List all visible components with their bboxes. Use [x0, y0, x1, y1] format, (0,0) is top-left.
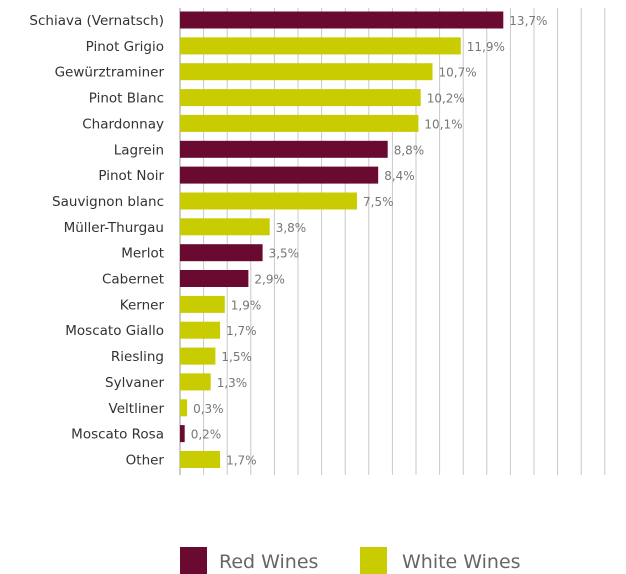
chart-bars	[180, 11, 504, 468]
category-label-5: Lagrein	[114, 142, 164, 158]
category-label-10: Cabernet	[102, 272, 164, 288]
chart-legend: Red Wines White Wines	[180, 547, 521, 574]
category-label-17: Other	[126, 453, 165, 469]
legend-swatch-red	[180, 547, 207, 574]
category-label-14: Sylvaner	[105, 375, 164, 391]
legend-swatch-white	[360, 547, 387, 574]
bar-7	[180, 192, 357, 210]
bar-8	[180, 218, 270, 236]
value-label-16: 0,2%	[191, 428, 222, 442]
category-label-9: Merlot	[121, 246, 164, 262]
value-label-6: 8,4%	[384, 169, 415, 183]
bar-5	[180, 140, 388, 158]
bar-14	[180, 373, 211, 391]
category-label-1: Pinot Grigio	[86, 39, 164, 55]
category-label-4: Chardonnay	[82, 116, 164, 132]
value-label-17: 1,7%	[226, 454, 257, 468]
category-label-11: Kerner	[120, 297, 165, 313]
bar-15	[180, 399, 188, 417]
value-label-14: 1,3%	[217, 376, 248, 390]
bar-17	[180, 451, 221, 468]
bar-0	[180, 11, 504, 29]
bar-13	[180, 347, 216, 365]
value-label-9: 3,5%	[269, 247, 300, 261]
chart-value-labels: 13,7% 11,9% 10,7% 10,2% 10,1% 8,8% 8,4% 7,5% 3,8…	[191, 14, 548, 468]
value-label-10: 2,9%	[254, 273, 285, 287]
category-label-15: Veltliner	[109, 401, 165, 417]
value-label-0: 13,7%	[509, 14, 547, 28]
bar-11	[180, 295, 225, 313]
category-label-7: Sauvignon blanc	[52, 194, 164, 210]
chart-grid	[179, 8, 606, 475]
bar-1	[180, 37, 461, 55]
legend-label-red: Red Wines	[219, 551, 318, 573]
category-label-8: Müller-Thurgau	[64, 220, 164, 236]
value-label-7: 7,5%	[363, 195, 394, 209]
value-label-8: 3,8%	[276, 221, 307, 235]
value-label-15: 0,3%	[193, 402, 224, 416]
bar-9	[180, 244, 263, 262]
value-label-1: 11,9%	[467, 40, 505, 54]
category-label-6: Pinot Noir	[98, 168, 164, 184]
category-label-16: Moscato Rosa	[71, 427, 164, 443]
value-label-12: 1,7%	[226, 324, 257, 338]
category-label-12: Moscato Giallo	[65, 323, 164, 339]
bar-12	[180, 321, 221, 339]
bar-4	[180, 114, 419, 132]
value-label-4: 10,1%	[424, 117, 462, 131]
value-label-3: 10,2%	[427, 92, 465, 106]
category-label-3: Pinot Blanc	[89, 91, 164, 107]
bar-3	[180, 89, 421, 107]
bar-6	[180, 166, 379, 184]
legend-label-white: White Wines	[402, 551, 521, 573]
value-label-2: 10,7%	[439, 66, 477, 80]
category-label-2: Gewürztraminer	[55, 65, 165, 81]
value-label-11: 1,9%	[231, 298, 261, 312]
bar-10	[180, 270, 249, 287]
value-label-5: 8,8%	[394, 143, 425, 157]
bar-16	[180, 425, 185, 443]
bar-2	[180, 63, 433, 81]
category-label-0: Schiava (Vernatsch)	[29, 13, 164, 29]
value-label-13: 1,5%	[221, 350, 252, 364]
chart-category-labels: Schiava (Vernatsch) Pinot Grigio Gewürztra…	[29, 13, 164, 469]
category-label-13: Riesling	[111, 349, 164, 365]
